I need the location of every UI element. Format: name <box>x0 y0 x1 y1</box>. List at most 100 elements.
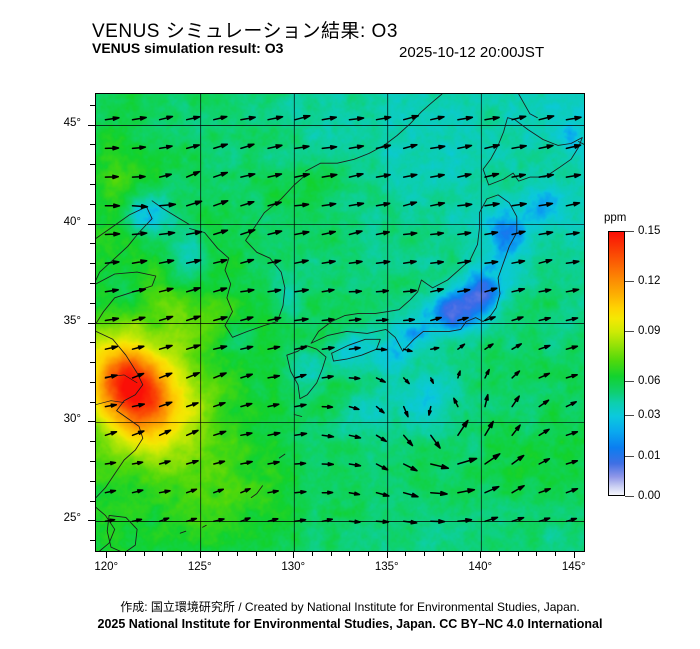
y-tick <box>88 223 95 225</box>
x-tick <box>293 552 295 558</box>
wind-arrow <box>131 115 147 121</box>
y-tick <box>88 520 95 522</box>
y-tick <box>90 164 95 166</box>
wind-arrow <box>456 370 461 379</box>
wind-arrow <box>104 489 117 494</box>
wind-arrow <box>294 461 307 466</box>
y-tick <box>90 243 95 245</box>
wind-arrow <box>402 317 416 323</box>
wind-arrow <box>267 172 283 178</box>
wind-arrow <box>213 345 228 350</box>
x-tick <box>181 552 183 556</box>
wind-arrow <box>538 488 551 494</box>
wind-arrow <box>294 144 310 150</box>
wind-arrow <box>240 345 254 350</box>
x-axis-label: 140° <box>468 561 493 573</box>
wind-arrow <box>375 259 391 265</box>
wind-arrow <box>511 516 525 523</box>
wind-arrow <box>375 405 385 414</box>
wind-arrow <box>565 487 579 494</box>
wind-arrow <box>104 403 118 408</box>
wind-arrow <box>267 144 283 150</box>
wind-arrow <box>538 344 551 350</box>
colorbar-tick-label: 0.09 <box>638 325 661 337</box>
wind-arrow <box>511 454 525 465</box>
wind-arrow <box>240 200 255 207</box>
wind-arrow <box>484 115 500 121</box>
coastline-kunashiri <box>578 141 584 145</box>
wind-arrow <box>348 346 361 351</box>
wind-arrow <box>321 518 334 523</box>
wind-arrow <box>348 376 361 381</box>
wind-arrow <box>484 143 501 150</box>
wind-arrow <box>484 485 500 494</box>
wind-arrow <box>402 259 417 265</box>
wind-arrow <box>538 230 554 236</box>
wind-arrow <box>158 173 172 178</box>
wind-arrow <box>511 287 526 293</box>
wind-arrow <box>348 491 361 496</box>
wind-arrow <box>402 201 418 207</box>
wind-arrow <box>294 432 308 437</box>
wind-arrow <box>348 259 363 265</box>
y-axis-label: 25° <box>63 512 81 525</box>
colorbar-gradient <box>608 231 625 496</box>
wind-arrow <box>565 345 579 350</box>
colorbar-tick-label: 0.06 <box>638 374 661 387</box>
wind-arrow <box>185 429 199 437</box>
wind-arrow <box>484 453 501 465</box>
wind-arrow <box>457 202 473 208</box>
wind-arrow <box>321 115 338 121</box>
wind-arrow <box>511 144 527 150</box>
wind-arrow <box>457 457 478 465</box>
wind-arrow <box>484 420 494 437</box>
wind-arrow <box>185 258 202 264</box>
colorbar-tick-label: 0.03 <box>638 408 661 421</box>
wind-arrow <box>131 518 143 523</box>
x-tick <box>573 552 575 558</box>
wind-arrow <box>213 460 226 465</box>
wind-arrow <box>294 345 308 351</box>
wind-arrow <box>240 373 254 379</box>
wind-arrow <box>565 288 580 293</box>
wind-arrow <box>565 373 578 379</box>
y-tick <box>90 104 95 106</box>
wind-arrow <box>131 372 145 379</box>
wind-arrow <box>565 231 580 236</box>
wind-arrow <box>484 172 500 178</box>
wind-arrow <box>430 346 440 351</box>
wind-arrow <box>131 345 145 350</box>
wind-arrow <box>158 401 173 408</box>
wind-arrow <box>294 259 309 264</box>
wind-arrow <box>538 372 551 379</box>
x-axis-label: 120° <box>94 561 119 573</box>
wind-arrow <box>185 488 198 494</box>
x-axis-label: 130° <box>281 561 306 573</box>
wind-arrow <box>348 317 362 323</box>
page-title-japanese: VENUS シミュレーション結果: O3 <box>92 21 398 42</box>
wind-arrow <box>430 115 445 121</box>
wind-arrow <box>375 173 391 179</box>
wind-arrow <box>131 460 144 466</box>
wind-arrow <box>158 315 174 322</box>
wind-arrow <box>375 491 390 497</box>
wind-arrow <box>348 405 360 411</box>
wind-arrow <box>457 115 474 121</box>
y-tick <box>90 203 95 205</box>
wind-arrow <box>267 316 282 322</box>
wind-arrow <box>294 230 310 236</box>
wind-arrow <box>484 516 499 523</box>
coastline-korea <box>189 174 306 338</box>
y-tick <box>90 441 95 443</box>
wind-arrow <box>104 316 120 322</box>
wind-arrow <box>375 347 388 352</box>
wind-arrow <box>267 345 281 350</box>
y-tick <box>90 263 95 265</box>
wind-arrow <box>240 487 251 494</box>
wind-arrow <box>430 231 445 236</box>
wind-arrow <box>457 231 472 236</box>
wind-arrow <box>104 174 120 180</box>
wind-arrow <box>158 460 171 465</box>
wind-arrow <box>104 431 118 437</box>
wind-arrow <box>511 202 527 207</box>
